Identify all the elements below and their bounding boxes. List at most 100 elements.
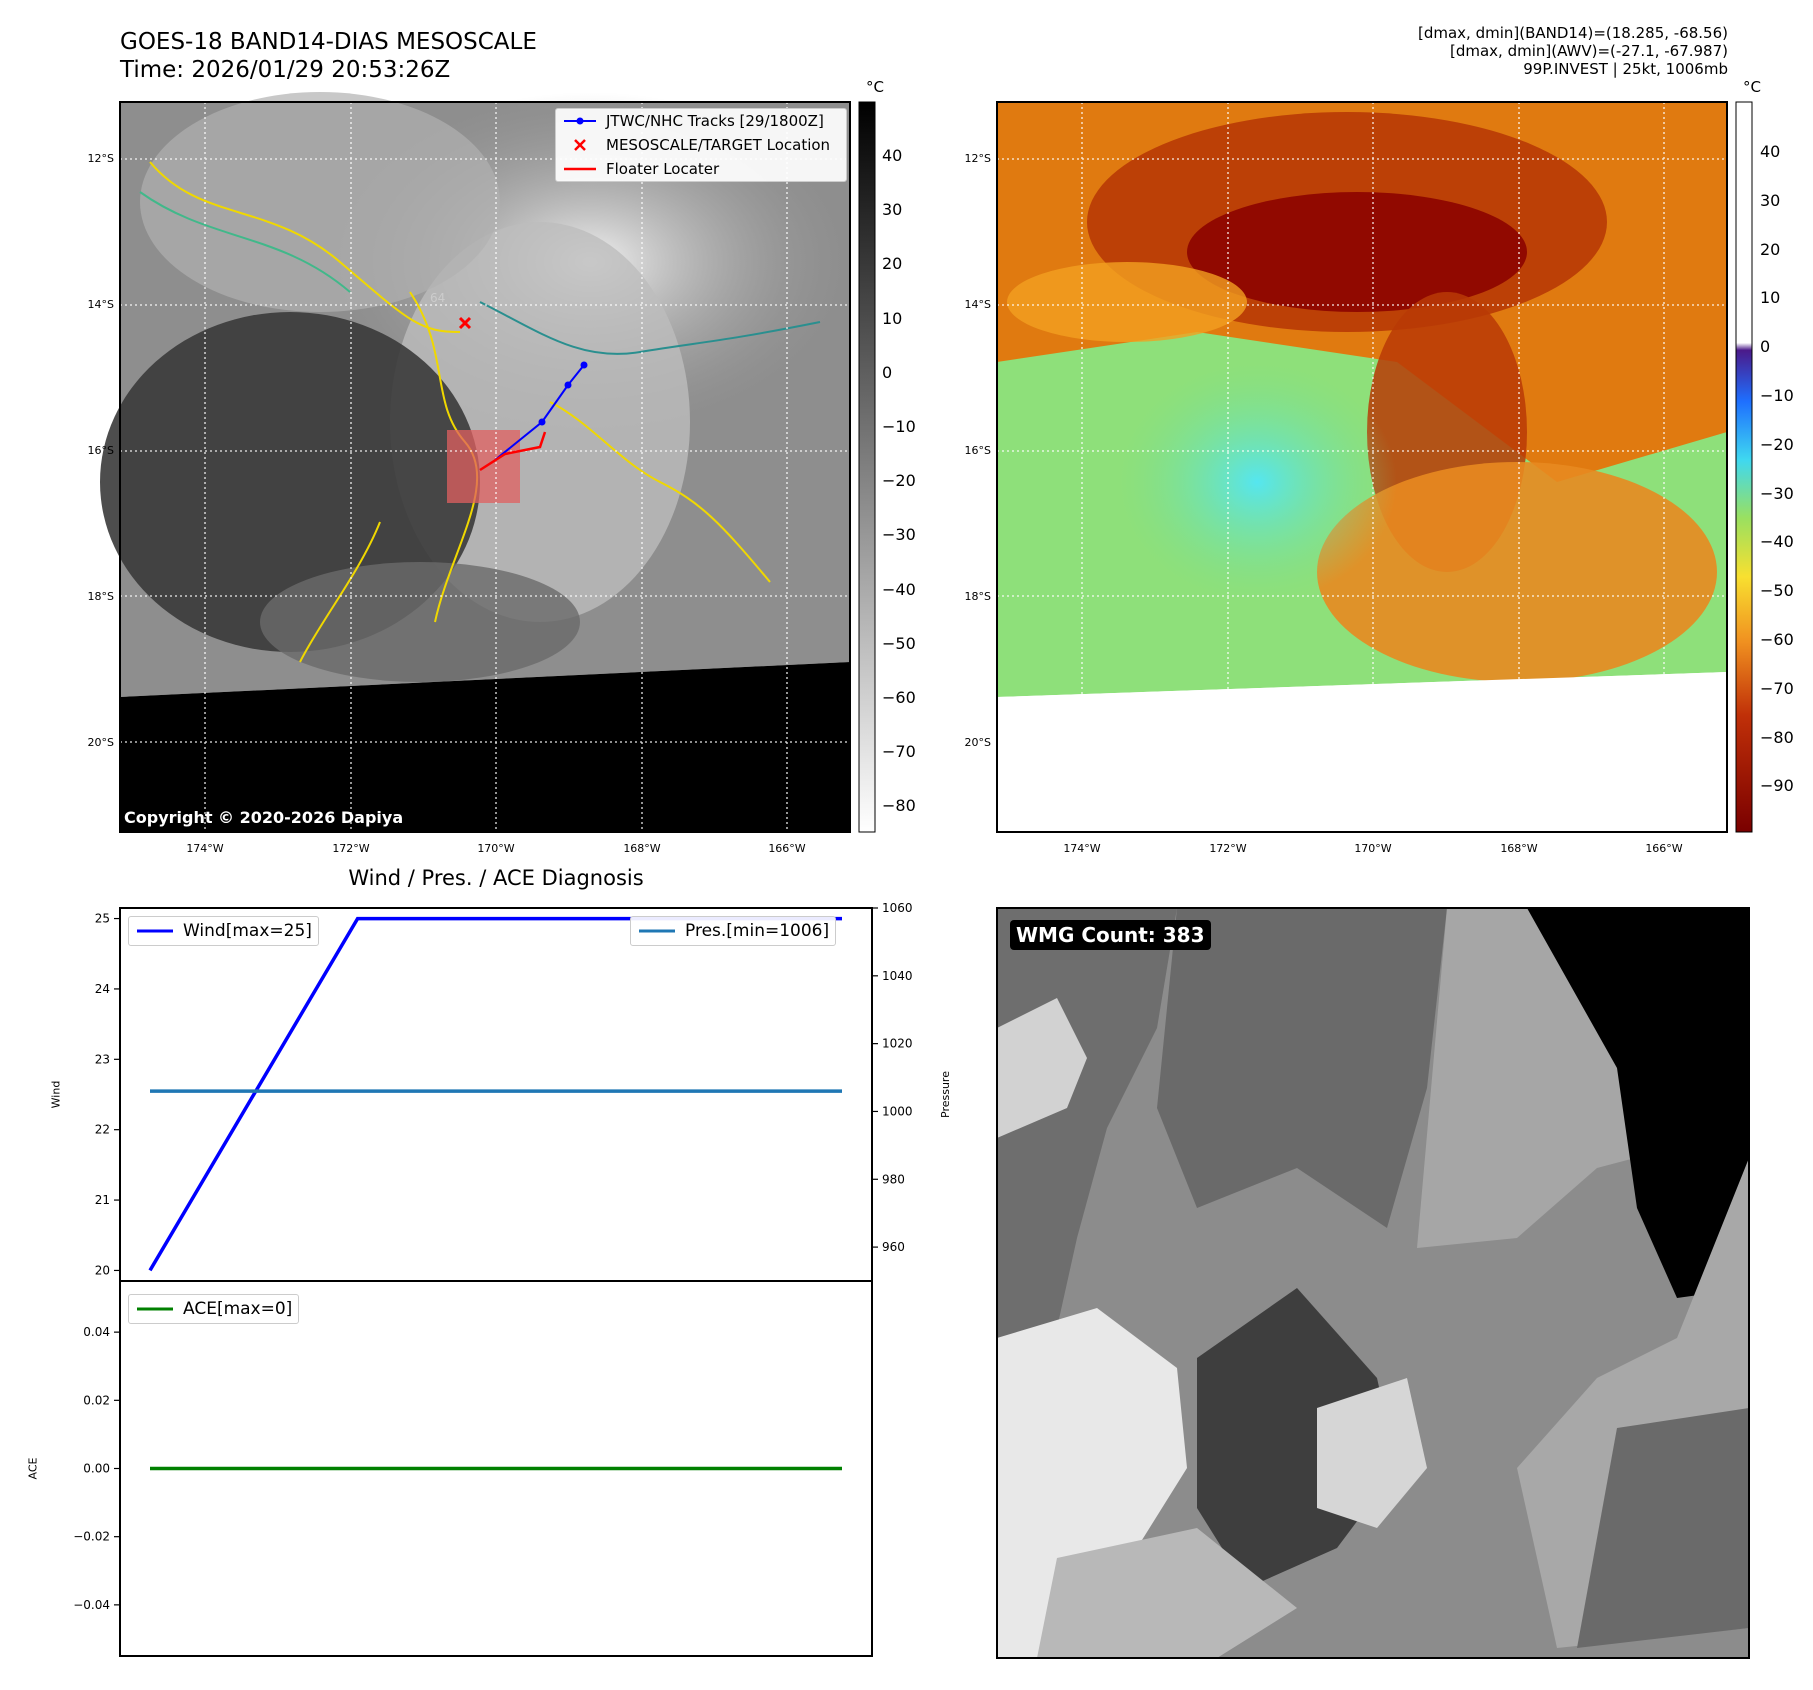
legend-target-label: MESOSCALE/TARGET Location [606,136,831,154]
awv-colorbar-tick-6: −20 [1760,434,1794,454]
awv-colorbar-tick-10: −60 [1760,630,1794,649]
lon-label-170w: 170°W [477,842,515,855]
ytick-label-left-0-2: 22 [95,1123,110,1137]
track-point [538,418,546,426]
ir-colorbar-tick-1: 30 [882,200,903,220]
awv-colorbar-tick-7: −30 [1760,483,1794,503]
wmg-panel [996,907,1750,1659]
awv-colorbar-tick-9: −50 [1760,581,1794,601]
awv-lon-label-172w: 172°W [1209,842,1247,855]
ir-colorbar-unit: °C [866,78,884,96]
awv-lat-label-18s: 18°S [964,590,991,603]
ytick-label-left-2-0: 0.04 [83,1325,110,1339]
figure-time: Time: 2026/01/29 20:53:26Z [120,57,451,83]
legend-target: MESOSCALE/TARGET Location [556,133,846,157]
floater-locater-line [479,431,547,472]
lon-label-166w: 166°W [768,842,806,855]
legend-tracks: JTWC/NHC Tracks [29/1800Z] [556,109,846,133]
ytick-label-left-0-1: 21 [95,1193,110,1207]
wmg-count-label: WMG Count: 383 [1016,923,1205,947]
awv-lat-label-20s: 20°S [964,736,991,749]
ir-colorbar-tick-5: −10 [882,417,916,436]
ytick-label-right-1-3: 1020 [882,1037,913,1051]
jtwc-track-line [494,364,585,461]
map-legend: JTWC/NHC Tracks [29/1800Z] MESOSCALE/TAR… [555,108,847,182]
lon-label-174w: 174°W [186,842,224,855]
wind-axes-frame [119,907,873,1282]
wind-ylabel: Wind [49,1080,63,1109]
awv-colorbar-tick-12: −80 [1760,727,1794,747]
ytick-label-right-1-4: 1040 [882,969,913,983]
awv-colorbar [1735,101,1753,833]
lat-label-20s: 20°S [87,736,114,749]
figure-title: GOES-18 BAND14-DIAS MESOSCALE [120,29,537,55]
ir-colorbar-tick-2: 20 [882,254,903,274]
copyright: Copyright © 2020-2026 Dapiya [124,808,404,827]
diagnosis-title: Wind / Pres. / ACE Diagnosis [348,866,644,890]
awv-lon-label-168w: 168°W [1500,842,1538,855]
ace-legend-label: ACE[max=0] [183,1299,293,1319]
info-block: [dmax, dmin](BAND14)=(18.285, -68.56) [d… [1418,24,1728,78]
ytick-label-right-1-2: 1000 [882,1104,913,1118]
ir-colorbar-tick-8: −40 [882,579,916,599]
series-line-0-0 [148,916,842,1272]
ir-colorbar-tick-7: −30 [882,525,916,545]
wind-legend-label: Wind[max=25] [183,921,312,941]
ir-colorbar-tick-4: 0 [882,362,893,382]
ir-colorbar [858,101,876,833]
figure-title-block: GOES-18 BAND14-DIAS MESOSCALE Time: 2026… [120,28,537,84]
ytick-label-left-2-3: −0.02 [73,1530,110,1544]
ytick-label-right-1-0: 960 [882,1240,905,1254]
ytick-label-left-0-4: 24 [95,982,110,996]
track-point [580,361,588,369]
ytick-label-right-1-1: 980 [882,1172,905,1186]
lon-label-168w: 168°W [623,842,661,855]
ytick-label-left-2-1: 0.02 [83,1393,110,1407]
ytick-label-left-2-2: 0.00 [83,1462,110,1476]
awv-colorbar-tick-1: 30 [1760,190,1781,210]
wind-legend: Wind[max=25] [128,916,319,946]
ace-ylabel: ACE [26,1457,40,1480]
lat-label-12s: 12°S [87,152,114,165]
awv-lat-label-14s: 14°S [964,298,991,311]
ir-colorbar-tick-6: −20 [882,471,916,491]
awv-colorbar-tick-3: 10 [1760,288,1781,308]
pressure-ylabel: Pressure [938,1071,952,1118]
ytick-label-left-2-4: −0.04 [73,1598,110,1612]
ir-colorbar-tick-12: −80 [882,796,916,816]
ytick-label-left-0-3: 23 [95,1052,110,1066]
lon-label-172w: 172°W [332,842,370,855]
ytick-label-left-0-5: 25 [95,912,110,926]
awv-colorbar-tick-2: 20 [1760,239,1781,259]
awv-colorbar-tick-11: −70 [1760,678,1794,698]
info-awv: [dmax, dmin](AWV)=(-27.1, -67.987) [1449,42,1728,60]
target-marker [458,316,472,330]
awv-lon-label-166w: 166°W [1645,842,1683,855]
legend-tracks-label: JTWC/NHC Tracks [29/1800Z] [606,112,824,130]
awv-colorbar-tick-5: −10 [1760,386,1794,405]
legend-floater-label: Floater Locater [606,160,720,178]
awv-lon-label-170w: 170°W [1354,842,1392,855]
ytick-label-left-0-0: 20 [95,1263,110,1277]
ytick-label-right-1-5: 1060 [882,901,913,915]
contour-label: 64 [430,291,445,305]
info-storm: 99P.INVEST | 25kt, 1006mb [1523,60,1728,78]
ir-colorbar-tick-0: 40 [882,146,903,165]
awv-lat-label-16s: 16°S [964,444,991,457]
wmg-count-badge: WMG Count: 383 [1010,920,1211,950]
track-point [564,381,572,389]
lat-label-18s: 18°S [87,590,114,603]
awv-colorbar-tick-4: 0 [1760,337,1771,357]
ir-colorbar-tick-9: −50 [882,633,916,653]
ir-colorbar-tick-3: 10 [882,308,903,328]
awv-map-panel [996,101,1728,833]
awv-lon-label-174w: 174°W [1063,842,1101,855]
legend-floater: Floater Locater [556,157,846,181]
awv-colorbar-tick-13: −90 [1760,776,1794,796]
ir-colorbar-tick-11: −70 [882,742,916,762]
awv-lat-label-12s: 12°S [964,152,991,165]
ace-legend: ACE[max=0] [128,1294,300,1324]
awv-colorbar-tick-0: 40 [1760,142,1781,161]
ir-colorbar-tick-10: −60 [882,688,916,707]
lat-label-16s: 16°S [87,444,114,457]
